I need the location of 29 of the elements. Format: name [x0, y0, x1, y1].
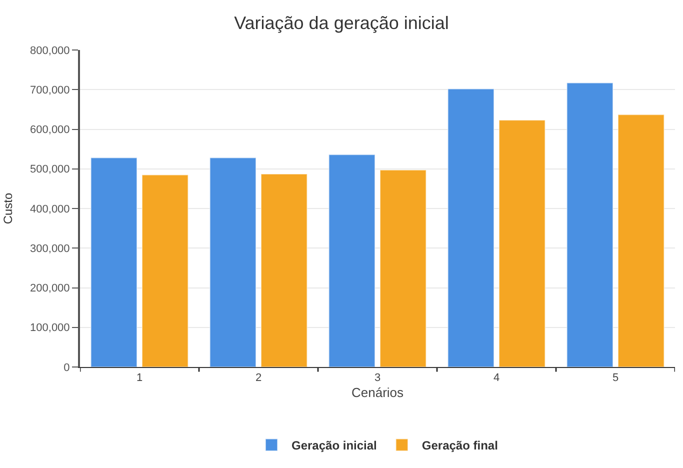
bar — [380, 170, 427, 367]
bar — [618, 114, 665, 367]
y-axis-title: Custo — [0, 192, 15, 224]
bar — [209, 157, 256, 367]
bar — [142, 174, 189, 367]
bar — [90, 157, 138, 367]
y-tick-label: 200,000 — [30, 282, 70, 295]
chart-title: Variação da geração inicial — [234, 12, 449, 33]
y-tick-label: 0 — [64, 362, 70, 374]
x-tick-label: 5 — [612, 372, 619, 384]
y-tick-label: 400,000 — [30, 203, 70, 216]
y-tick-label: 500,000 — [30, 164, 70, 176]
legend-label: Geração final — [422, 438, 498, 453]
x-tick-label: 3 — [374, 372, 381, 384]
bar — [447, 88, 494, 367]
x-tick-label: 1 — [136, 372, 143, 384]
x-tick-label: 2 — [255, 372, 262, 384]
x-axis-title: Cenários — [351, 384, 404, 400]
bar — [260, 174, 308, 367]
legend-label: Geração inicial — [292, 438, 377, 453]
y-tick-label: 100,000 — [30, 322, 70, 334]
y-tick-label: 600,000 — [30, 124, 70, 136]
bar — [566, 82, 614, 367]
x-tick-label: 4 — [493, 372, 500, 384]
y-tick-label: 300,000 — [30, 242, 70, 255]
y-tick-label: 700,000 — [30, 84, 70, 96]
bar — [328, 154, 376, 367]
bar — [498, 120, 546, 367]
y-tick-label: 800,000 — [30, 44, 70, 57]
